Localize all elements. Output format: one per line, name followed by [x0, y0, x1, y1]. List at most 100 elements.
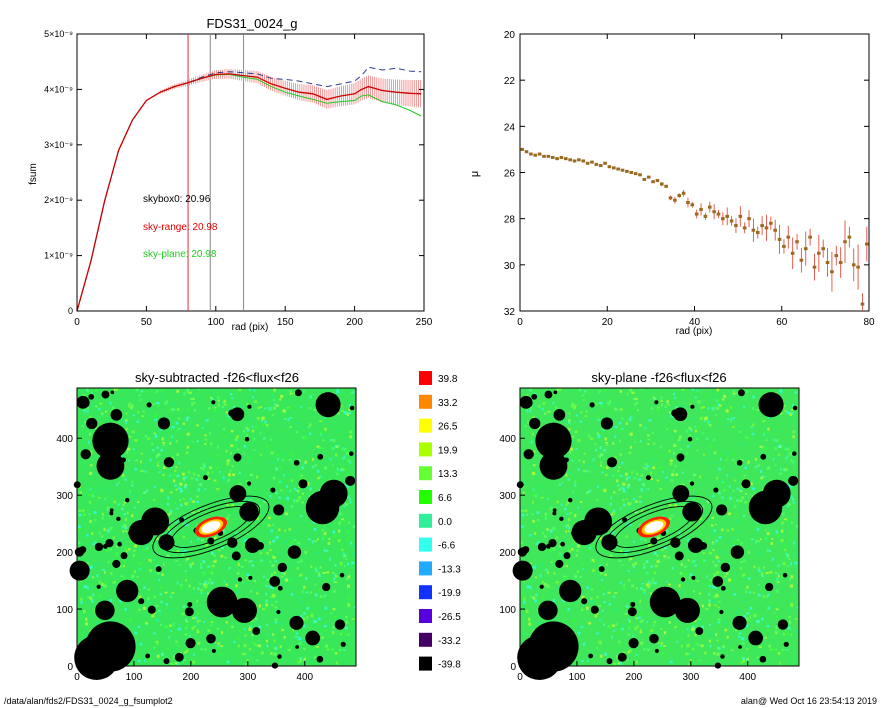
data-point: [646, 175, 651, 179]
noise-pixel: [753, 565, 756, 568]
noise-pixel: [334, 581, 337, 584]
noise-pixel: [218, 454, 221, 458]
masked-star: [759, 655, 767, 663]
noise-pixel: [636, 473, 639, 476]
data-point: [546, 154, 551, 158]
noise-pixel: [130, 406, 133, 410]
noise-pixel: [195, 552, 199, 556]
noise-pixel: [650, 565, 654, 568]
noise-pixel: [269, 541, 271, 544]
noise-pixel: [341, 630, 344, 633]
noise-pixel: [316, 469, 320, 473]
noise-pixel: [252, 618, 255, 622]
masked-star: [563, 552, 571, 560]
noise-pixel: [521, 527, 524, 530]
noise-pixel: [124, 547, 127, 550]
noise-pixel: [653, 551, 657, 555]
noise-pixel: [721, 481, 724, 483]
noise-pixel: [610, 409, 613, 413]
noise-pixel: [698, 517, 703, 521]
noise-pixel: [254, 617, 258, 620]
noise-pixel: [687, 429, 691, 432]
noise-pixel: [580, 410, 583, 414]
noise-pixel: [101, 582, 104, 586]
noise-pixel: [331, 447, 335, 451]
noise-pixel: [786, 505, 789, 508]
noise-pixel: [728, 485, 731, 488]
colorbar-label: 39.8: [438, 374, 458, 385]
noise-pixel: [147, 597, 150, 601]
noise-pixel: [674, 625, 677, 629]
noise-pixel: [289, 545, 292, 547]
noise-pixel: [768, 644, 771, 648]
masked-star: [269, 576, 281, 587]
data-point: [755, 231, 760, 235]
noise-pixel: [327, 542, 331, 545]
noise-pixel: [627, 618, 630, 622]
masked-star: [565, 634, 572, 640]
noise-pixel: [247, 428, 250, 431]
noise-pixel: [254, 621, 258, 625]
masked-star: [531, 393, 538, 400]
x-tick-label: 20: [602, 317, 614, 328]
noise-pixel: [672, 469, 675, 472]
noise-pixel: [208, 570, 211, 574]
noise-pixel: [717, 399, 720, 402]
noise-pixel: [681, 471, 684, 474]
noise-pixel: [533, 464, 536, 467]
noise-pixel: [316, 445, 320, 448]
noise-pixel: [220, 546, 224, 550]
noise-pixel: [109, 547, 113, 551]
noise-pixel: [200, 592, 203, 594]
noise-pixel: [92, 524, 95, 527]
noise-pixel: [170, 491, 173, 494]
noise-pixel: [248, 418, 252, 421]
colorbar-swatch: [419, 371, 432, 385]
masked-star: [552, 508, 557, 513]
noise-pixel: [730, 418, 733, 422]
noise-pixel: [156, 536, 159, 540]
y-tick-label: 3×10⁻⁹: [44, 140, 73, 150]
noise-pixel: [298, 495, 301, 500]
noise-pixel: [703, 559, 706, 562]
noise-pixel: [274, 621, 278, 624]
noise-pixel: [736, 487, 739, 490]
noise-pixel: [99, 402, 103, 405]
masked-star: [88, 638, 93, 644]
noise-pixel: [566, 501, 570, 504]
noise-pixel: [311, 520, 315, 523]
noise-pixel: [322, 536, 326, 540]
noise-pixel: [760, 476, 763, 480]
noise-pixel: [780, 445, 783, 448]
noise-pixel: [594, 571, 598, 574]
noise-pixel: [190, 477, 194, 480]
noise-pixel: [762, 566, 765, 569]
noise-pixel: [223, 580, 226, 583]
noise-pixel: [252, 396, 254, 399]
noise-pixel: [535, 524, 538, 527]
noise-pixel: [314, 583, 317, 586]
noise-pixel: [241, 572, 245, 576]
noise-pixel: [532, 471, 536, 475]
noise-pixel: [536, 511, 540, 514]
noise-pixel: [311, 465, 315, 469]
noise-pixel: [544, 535, 547, 538]
noise-pixel: [610, 527, 614, 531]
noise-pixel: [248, 648, 252, 651]
noise-pixel: [598, 605, 602, 607]
noise-pixel: [122, 474, 125, 477]
noise-pixel: [528, 622, 531, 626]
noise-pixel: [204, 443, 207, 445]
noise-pixel: [547, 581, 550, 584]
noise-pixel: [265, 585, 269, 587]
noise-pixel: [717, 600, 721, 603]
noise-pixel: [644, 463, 648, 466]
masked-star: [674, 597, 700, 623]
noise-pixel: [289, 453, 293, 456]
noise-pixel: [534, 532, 537, 535]
noise-pixel: [588, 622, 592, 625]
noise-pixel: [526, 409, 529, 413]
noise-pixel: [625, 605, 629, 608]
noise-pixel: [314, 464, 318, 467]
noise-pixel: [779, 575, 783, 579]
